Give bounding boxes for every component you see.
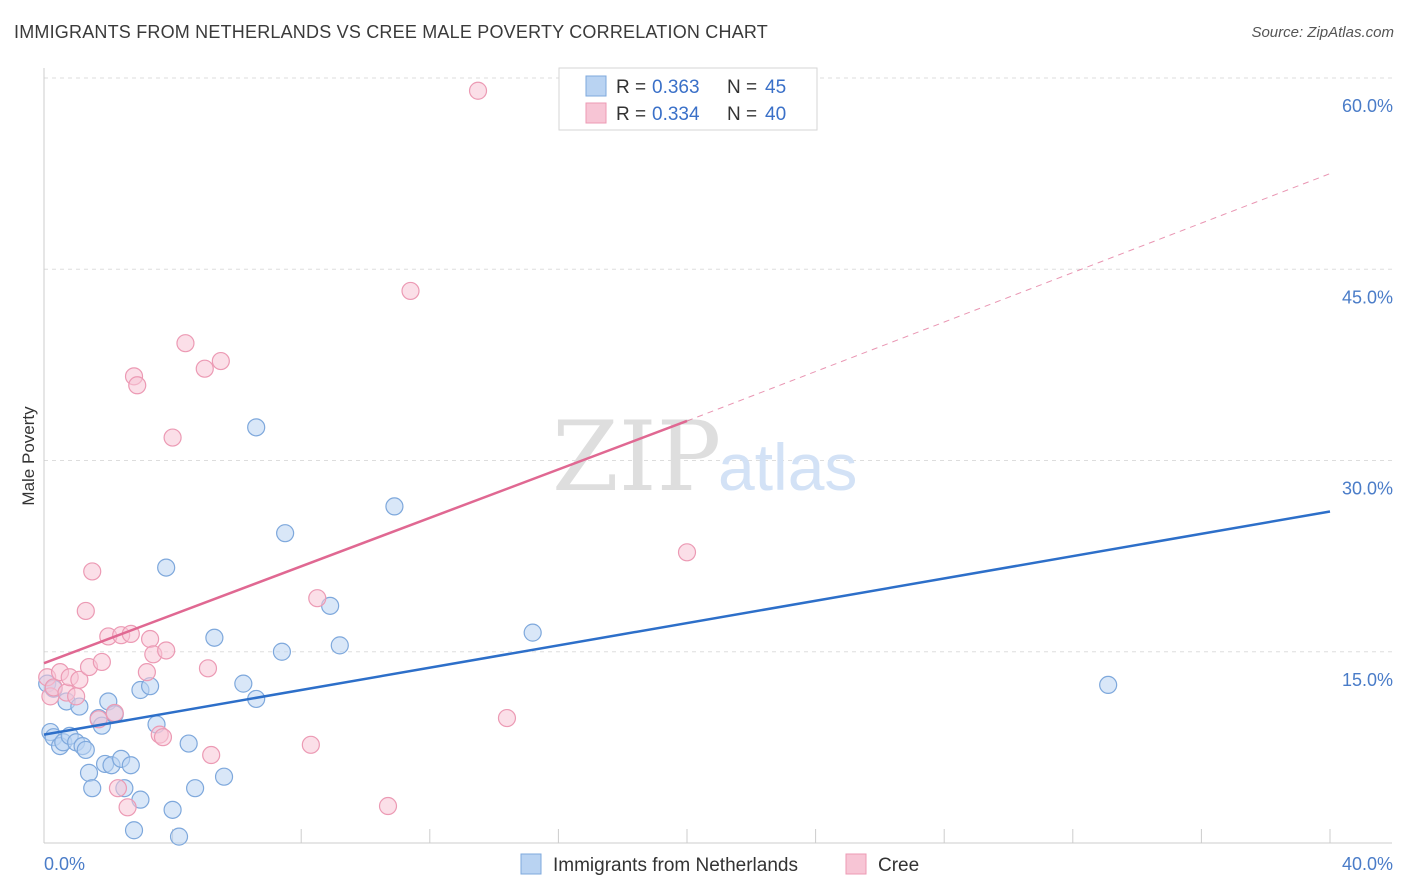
point-cree-29 [195, 359, 214, 378]
legend-n-value-2: 40 [765, 104, 786, 125]
point-cree-12 [92, 652, 111, 672]
point-netherlands-41 [330, 636, 349, 655]
point-cree-37 [468, 81, 488, 100]
point-cree-21 [137, 663, 156, 682]
trend-line-cree-extension [686, 173, 1331, 422]
point-cree-33 [301, 735, 320, 754]
point-netherlands-44 [1099, 675, 1118, 695]
point-netherlands-29 [163, 800, 182, 819]
y-tick-label-2: 45.0% [1342, 287, 1393, 307]
trend-line-cree [43, 419, 688, 665]
point-netherlands-37 [247, 418, 266, 437]
legend-swatch-blue [585, 75, 607, 97]
bottom-legend-swatch-blue [520, 853, 542, 875]
trend-line-netherlands [43, 510, 1331, 736]
chart-title: IMMIGRANTS FROM NETHERLANDS VS CREE MALE… [14, 22, 768, 42]
point-cree-39 [677, 543, 697, 562]
legend-r-label-1: R = [616, 77, 646, 98]
point-cree-31 [202, 745, 221, 765]
y-axis-label: Male Poverty [19, 406, 38, 506]
point-cree-26 [157, 641, 176, 660]
point-netherlands-11 [76, 740, 95, 760]
source-label: Source: ZipAtlas.com [1251, 24, 1394, 41]
point-cree-8 [76, 601, 95, 621]
point-netherlands-43 [523, 623, 542, 642]
point-cree-28 [176, 334, 195, 353]
point-netherlands-34 [214, 767, 234, 786]
point-cree-14 [105, 703, 124, 723]
point-netherlands-23 [124, 821, 144, 840]
axes: 15.0% 30.0% 45.0% 60.0% 0.0% 40.0% [43, 68, 1393, 874]
watermark-zip: ZIP [552, 401, 721, 513]
y-tick-label-3: 60.0% [1342, 96, 1393, 116]
point-cree-32 [211, 351, 230, 371]
x-tick-label-max: 40.0% [1342, 854, 1393, 874]
point-cree-6 [67, 687, 86, 706]
x-tick-label-min: 0.0% [44, 854, 85, 874]
point-cree-36 [401, 281, 420, 301]
watermark-atlas: atlas [718, 430, 857, 504]
point-netherlands-13 [83, 779, 102, 798]
point-cree-17 [118, 798, 137, 817]
legend-r-value-2: 0.334 [652, 104, 700, 125]
bottom-legend-swatch-pink [845, 853, 867, 875]
point-netherlands-39 [276, 524, 295, 543]
point-cree-15 [108, 779, 128, 798]
bottom-legend: Immigrants from Netherlands Cree [520, 853, 919, 876]
point-netherlands-32 [186, 779, 205, 798]
point-cree-38 [497, 708, 517, 728]
point-cree-22 [140, 629, 160, 649]
point-cree-20 [128, 376, 147, 395]
legend-n-label-2: N = [727, 104, 757, 125]
bottom-legend-label-netherlands: Immigrants from Netherlands [553, 855, 798, 876]
point-netherlands-42 [385, 497, 404, 516]
point-cree-34 [308, 589, 327, 608]
legend-swatch-pink [585, 102, 607, 124]
point-netherlands-22 [121, 756, 140, 775]
point-cree-7 [70, 670, 89, 689]
watermark: ZIP atlas [552, 401, 857, 513]
grid-lines [44, 77, 1392, 653]
data-points [38, 81, 1118, 846]
legend-r-value-1: 0.363 [652, 77, 700, 98]
point-netherlands-30 [169, 827, 189, 846]
point-netherlands-12 [79, 763, 99, 782]
y-tick-label-1: 30.0% [1342, 479, 1393, 499]
point-netherlands-38 [272, 642, 292, 661]
legend: R = 0.363 N = 45 R = 0.334 N = 40 [558, 67, 818, 131]
point-cree-25 [153, 728, 173, 747]
point-netherlands-31 [179, 734, 198, 753]
point-netherlands-35 [234, 674, 253, 693]
point-netherlands-28 [157, 558, 176, 577]
point-cree-10 [83, 562, 102, 581]
point-cree-35 [378, 796, 398, 816]
y-tick-label-0: 15.0% [1342, 670, 1393, 690]
point-cree-30 [198, 659, 218, 678]
bottom-legend-label-cree: Cree [878, 855, 919, 876]
legend-n-label-1: N = [727, 77, 757, 98]
trend-lines [43, 173, 1331, 736]
legend-n-value-1: 45 [765, 77, 786, 98]
point-cree-27 [163, 428, 182, 447]
legend-r-label-2: R = [616, 104, 646, 125]
point-netherlands-33 [205, 628, 224, 647]
